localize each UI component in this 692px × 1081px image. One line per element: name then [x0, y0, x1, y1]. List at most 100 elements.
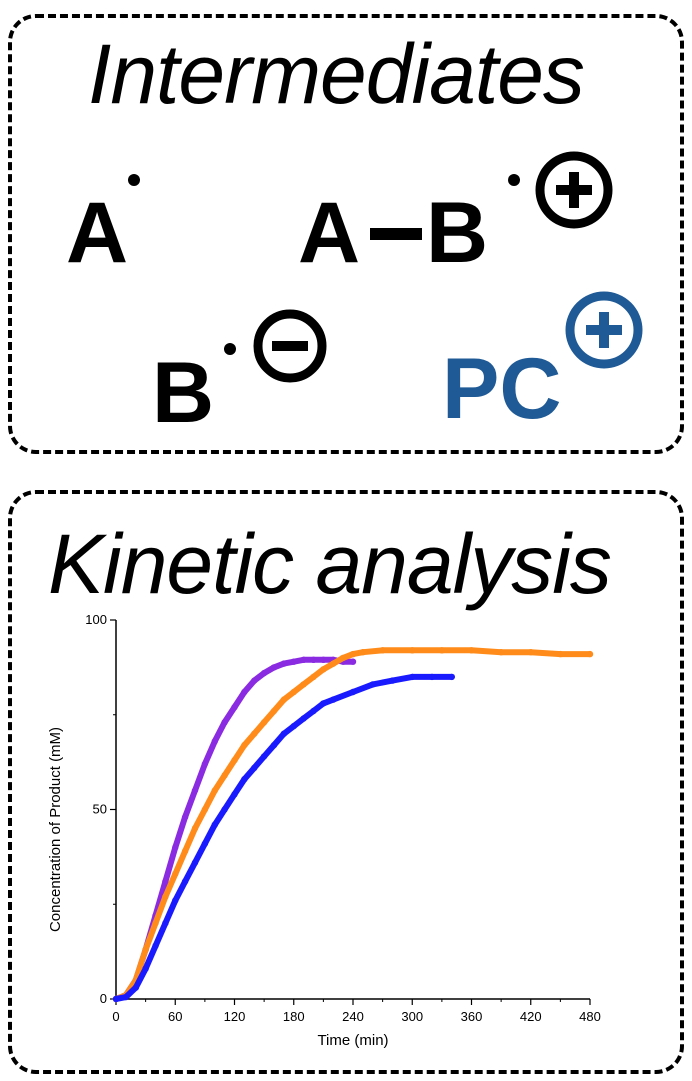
series-2-point — [339, 654, 347, 662]
series-2-point — [349, 650, 357, 658]
series-3-point — [389, 677, 396, 684]
series-2-point — [409, 647, 416, 654]
x-tick-label: 300 — [401, 1009, 423, 1024]
series-line-3 — [113, 673, 455, 1002]
species-pc: PC — [442, 341, 562, 437]
bond-line — [370, 228, 422, 240]
series-1-point — [310, 656, 317, 663]
series-1-point — [270, 664, 278, 671]
intermediates-panel — [8, 14, 684, 454]
series-3-point — [142, 965, 149, 972]
y-tick-label: 100 — [85, 612, 107, 627]
series-2-point — [330, 660, 337, 667]
series-3-point — [191, 859, 199, 866]
series-3-point — [122, 993, 130, 1001]
series-3-point — [300, 715, 307, 722]
series-3-point — [280, 730, 288, 737]
radical-dot-b — [224, 343, 236, 355]
series-3-point — [112, 995, 120, 1003]
series-3-point — [172, 897, 179, 904]
series-2-point — [191, 825, 199, 832]
series-2-point — [280, 696, 288, 703]
plus-charge-icon — [535, 151, 613, 229]
series-3-point — [330, 696, 337, 703]
x-tick-label: 0 — [112, 1009, 119, 1024]
x-tick-label: 360 — [461, 1009, 483, 1024]
series-3-point — [428, 673, 436, 681]
series-1-point — [251, 677, 258, 684]
series-3-point — [181, 878, 189, 885]
radical-dot-ab — [508, 174, 520, 186]
y-tick-label: 0 — [100, 991, 107, 1006]
x-tick-label: 180 — [283, 1009, 305, 1024]
series-3-point — [270, 741, 278, 749]
series-2-point — [181, 848, 189, 855]
species-ab-right: B — [426, 185, 489, 281]
series-1-point — [181, 813, 189, 821]
series-3-point — [162, 920, 169, 927]
series-2-point — [270, 707, 278, 715]
x-axis-label: Time (min) — [317, 1032, 388, 1049]
x-tick-label: 480 — [579, 1009, 601, 1024]
y-tick-label: 50 — [93, 802, 107, 817]
chart-axes: 0 60 120 180 240 300 360 420 480 0 50 100 — [85, 612, 601, 1024]
chart-series — [112, 647, 594, 1003]
series-1-point — [231, 704, 238, 711]
series-1-point — [162, 878, 169, 885]
x-tick-label: 120 — [224, 1009, 246, 1024]
series-3-point — [231, 791, 238, 798]
kinetic-chart: 0 60 120 180 240 300 360 420 480 0 50 100 Time (min… — [47, 612, 601, 1049]
minus-charge-icon — [253, 309, 327, 383]
series-2-point — [438, 647, 446, 654]
series-3-point — [211, 821, 218, 828]
series-1-point — [290, 658, 297, 665]
series-2-point — [172, 870, 179, 878]
series-line-2 — [113, 647, 593, 1002]
series-3-point — [201, 840, 209, 847]
series-2-point — [586, 650, 594, 658]
series-1-point — [241, 688, 248, 696]
series-1-point — [172, 844, 179, 851]
series-2-point — [221, 772, 228, 779]
series-2-point — [310, 673, 317, 681]
series-3-point — [448, 673, 455, 681]
series-1-point — [280, 660, 288, 667]
series-2-point — [290, 688, 297, 696]
series-2-point — [231, 757, 238, 764]
series-2-point — [241, 741, 248, 749]
radical-dot-a — [128, 174, 140, 186]
x-tick-label: 60 — [168, 1009, 182, 1024]
series-3-point — [241, 776, 248, 783]
x-tick-label: 420 — [520, 1009, 542, 1024]
series-2-point — [152, 920, 159, 927]
series-3-point — [152, 942, 159, 950]
series-2-point — [260, 719, 268, 726]
series-3-point — [132, 984, 139, 991]
series-2-point — [251, 730, 258, 737]
series-2-point — [497, 649, 505, 656]
series-2-point — [359, 649, 367, 656]
series-2-point — [379, 647, 386, 654]
series-1-point — [349, 658, 357, 665]
species-b-radical: B — [152, 345, 215, 441]
series-1-point — [221, 719, 228, 726]
x-tick-label: 240 — [342, 1009, 364, 1024]
series-1-point — [211, 738, 218, 745]
series-3-point — [260, 753, 268, 760]
series-2-point — [162, 893, 169, 900]
series-3-point — [221, 806, 228, 813]
series-2-point — [142, 946, 149, 953]
series-3-point — [310, 707, 317, 715]
series-1-point — [300, 656, 307, 663]
series-1-point — [191, 787, 199, 794]
series-2-point — [211, 787, 218, 794]
series-2-point — [468, 647, 475, 654]
kinetic-title: Kinetic analysis — [48, 517, 612, 611]
series-1-point — [320, 656, 327, 663]
series-3-point — [349, 688, 357, 696]
y-axis-label: Concentration of Product (mM) — [47, 727, 64, 932]
series-2-point — [320, 666, 327, 673]
series-2-point — [527, 649, 534, 656]
series-3-point — [251, 764, 258, 771]
species-ab-left: A — [298, 185, 361, 281]
